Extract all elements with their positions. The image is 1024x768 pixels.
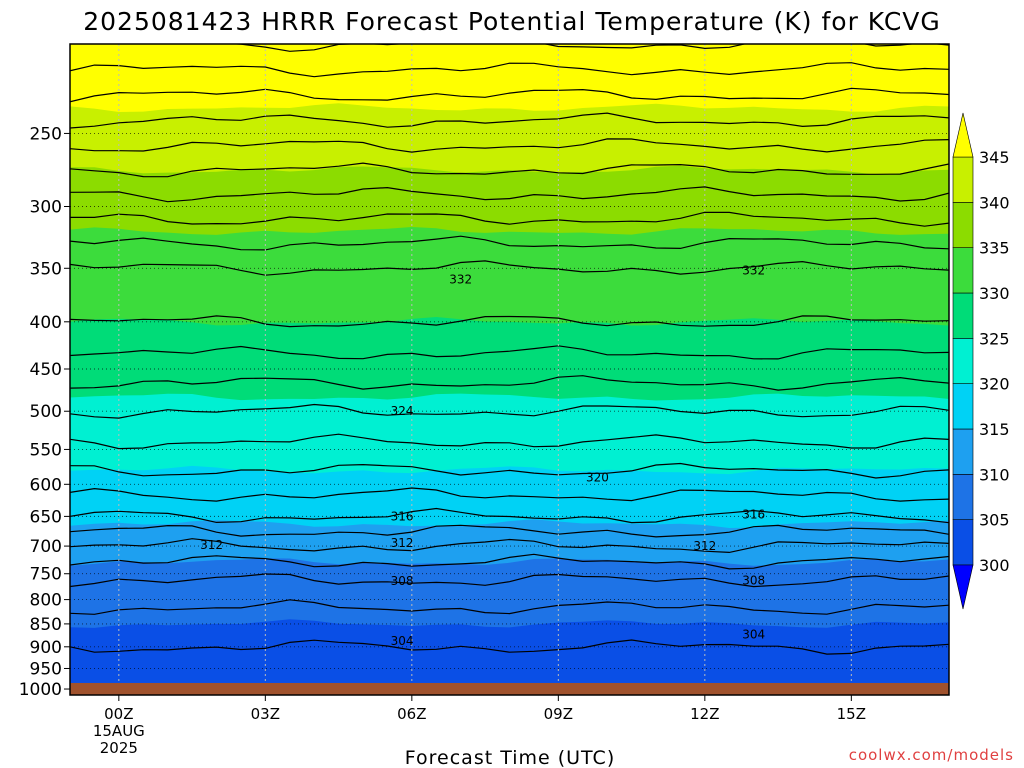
y-tick-label: 500 <box>30 402 62 422</box>
y-tick-label: 650 <box>30 507 62 527</box>
contour-label: 312 <box>693 539 716 553</box>
contour-314 <box>70 524 949 538</box>
contour-label: 316 <box>391 509 414 523</box>
contour-340 <box>70 162 949 178</box>
colorbar-segment <box>952 202 974 248</box>
y-tick-label: 350 <box>30 259 62 279</box>
y-tick-label: 1000 <box>19 680 62 700</box>
colorbar-tick-label: 305 <box>979 511 1010 530</box>
colorbar-tick-label: 320 <box>979 375 1010 394</box>
contour-label: 304 <box>391 634 414 648</box>
y-tick-label: 850 <box>30 615 62 635</box>
contour-342 <box>70 138 949 153</box>
x-tick-date-label: 2025 <box>100 739 138 757</box>
chart-title: 2025081423 HRRR Forecast Potential Tempe… <box>83 7 941 36</box>
colorbar-segment <box>952 428 974 475</box>
contour-332 <box>70 260 949 276</box>
colorbar-tick-label: 300 <box>979 556 1010 575</box>
colorbar-segment <box>952 292 974 339</box>
contour-338 <box>70 186 949 203</box>
contour-label: 332 <box>742 264 765 278</box>
contour-labels: 332 332 324 320 316 316 312 312 312 308 308 304 304 <box>200 264 765 648</box>
colorbar-tick-label: 345 <box>979 148 1010 167</box>
colorbar-segment <box>952 338 974 384</box>
contour-lines <box>70 44 949 655</box>
contour-312 <box>70 538 949 554</box>
contour-label: 308 <box>391 574 414 588</box>
colorbar-tick-label: 335 <box>979 239 1010 258</box>
y-tick-label: 300 <box>30 198 62 218</box>
contour-328 <box>70 345 949 360</box>
x-tick-label: 03Z <box>251 705 280 723</box>
colorbar-segment <box>952 474 974 520</box>
contour-320 <box>70 462 949 479</box>
contour-label: 320 <box>586 471 609 485</box>
x-tick-label: 12Z <box>690 705 719 723</box>
contour-label: 308 <box>742 574 765 588</box>
contour-label: 332 <box>449 273 472 287</box>
contour-label: 312 <box>200 538 223 552</box>
colorbar-tick-label: 315 <box>979 420 1010 439</box>
y-tick-label: 600 <box>30 475 62 495</box>
colorbar-segment <box>952 156 974 203</box>
contour-330 <box>70 315 949 328</box>
y-tick-label: 700 <box>30 537 62 557</box>
contour-334 <box>70 235 949 251</box>
x-tick-label: 15Z <box>837 705 866 723</box>
colorbar-tick-label: 340 <box>979 193 1010 212</box>
y-tick-label: 950 <box>30 659 62 679</box>
y-tick-label: 250 <box>30 124 62 144</box>
x-axis-label: Forecast Time (UTC) <box>405 747 615 768</box>
contour-346 <box>70 87 949 103</box>
credit-text: coolwx.com/models <box>849 746 1014 764</box>
contour-306 <box>70 599 949 615</box>
colorbar-segment <box>952 519 974 566</box>
contour-348 <box>70 62 949 78</box>
y-tick-label: 800 <box>30 591 62 611</box>
contour-label: 312 <box>391 536 414 550</box>
contour-326 <box>70 375 949 391</box>
y-tick-label: 400 <box>30 313 62 333</box>
x-tick-label: 06Z <box>397 705 426 723</box>
colorbar-tick-label: 330 <box>979 284 1010 303</box>
contour-308 <box>70 573 949 588</box>
y-tick-label: 550 <box>30 440 62 460</box>
x-tick-label: 00Z <box>104 705 133 723</box>
band-345 <box>70 44 949 112</box>
contour-label: 304 <box>742 628 765 642</box>
ground-surface <box>70 682 949 695</box>
y-axis: 250 300 350 400 450 500 550 600 650 700 750 800 850 9… <box>19 124 70 700</box>
x-tick-date-label: 15AUG <box>93 722 145 740</box>
colorbar: 300 305 310 315 320 325 330 335 340 345 <box>952 112 1010 610</box>
colorbar-segment <box>952 247 974 294</box>
y-tick-label: 900 <box>30 638 62 658</box>
contour-label: 316 <box>742 508 765 522</box>
contour-336 <box>70 211 949 227</box>
contour-label: 324 <box>391 404 414 418</box>
colorbar-extend-low <box>952 564 974 610</box>
plot-area: 332 332 324 320 316 316 312 312 312 308 308 304 304 <box>70 44 949 695</box>
y-tick-label: 450 <box>30 360 62 380</box>
colorbar-tick-label: 310 <box>979 465 1010 484</box>
contour-310 <box>70 553 949 570</box>
colorbar-extend-high <box>952 112 974 158</box>
contour-322 <box>70 433 949 450</box>
colorbar-segment <box>952 383 974 430</box>
contour-304 <box>70 639 949 655</box>
contour-318 <box>70 487 949 502</box>
y-tick-label: 750 <box>30 565 62 585</box>
contour-344 <box>70 112 949 129</box>
x-tick-label: 09Z <box>544 705 573 723</box>
contour-324 <box>70 403 949 419</box>
colorbar-tick-label: 325 <box>979 329 1010 348</box>
